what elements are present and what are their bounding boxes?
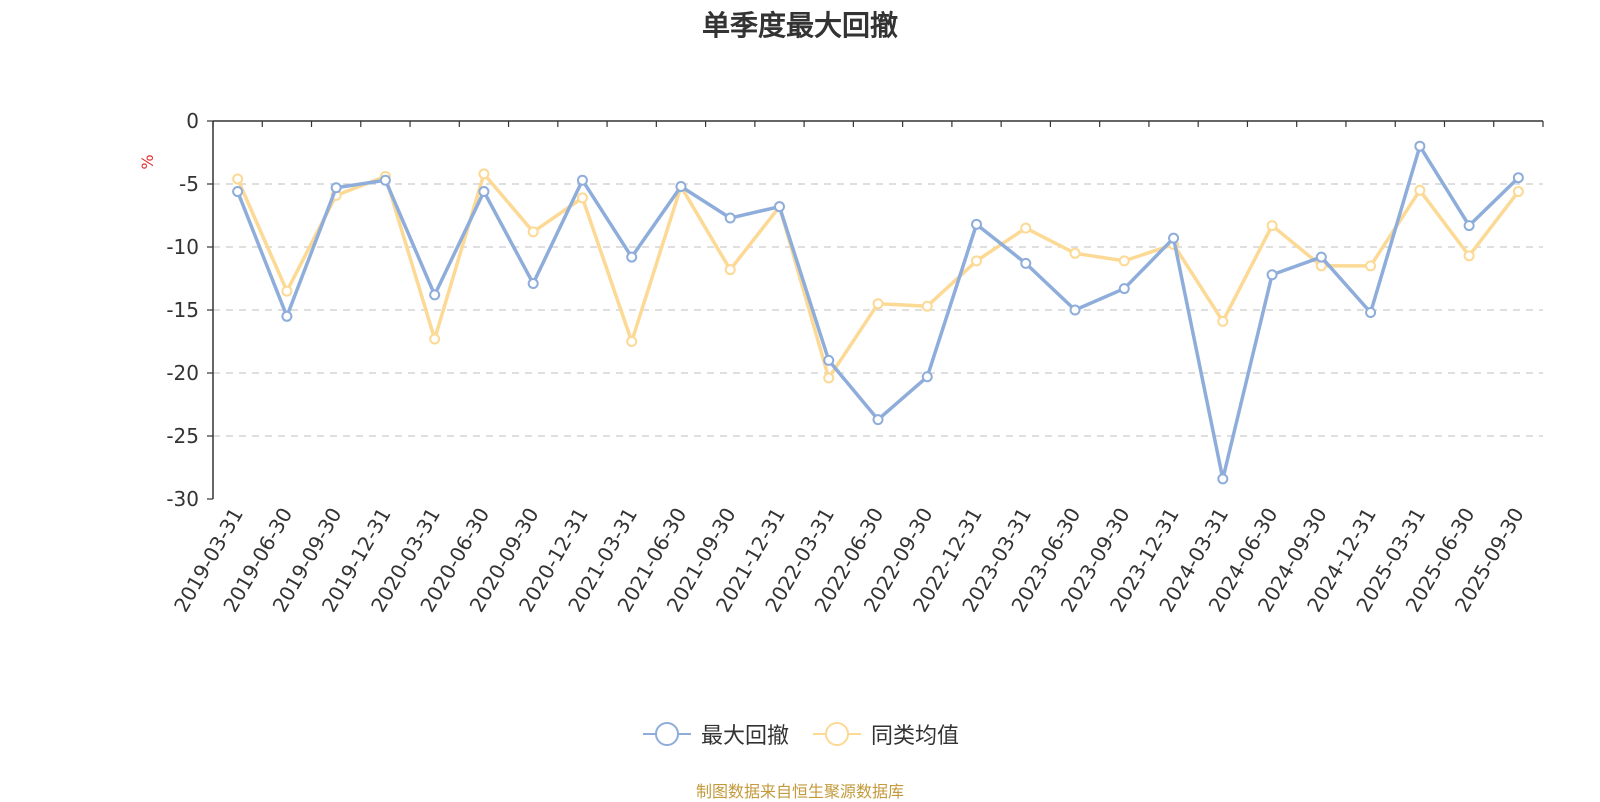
legend-label: 最大回撤 [700, 724, 789, 749]
line-chart: 0-5-10-15-20-25-302019-03-312019-06-3020… [138, 109, 1544, 616]
series-line-1 [236, 144, 1520, 481]
data-point [1365, 307, 1377, 319]
data-point [1512, 186, 1524, 198]
data-point [1217, 473, 1229, 485]
data-point [1463, 220, 1475, 232]
data-point [1414, 140, 1426, 152]
data-point [971, 255, 983, 267]
data-point [724, 264, 736, 276]
y-tick-label: -20 [166, 361, 199, 385]
y-tick-label: -15 [166, 298, 199, 322]
data-point [1118, 255, 1130, 267]
data-point [281, 285, 293, 297]
data-point [281, 310, 293, 322]
legend-marker-circle [825, 722, 849, 746]
data-point [773, 201, 785, 213]
axis-labels: 0-5-10-15-20-25-302019-03-312019-06-3020… [166, 109, 1528, 616]
data-point [1020, 222, 1032, 234]
data-point [971, 218, 983, 230]
legend-marker-icon [813, 722, 861, 746]
data-point [429, 289, 441, 301]
chart-title: 单季度最大回撤 [701, 9, 898, 42]
data-point [478, 168, 490, 180]
data-point [1414, 184, 1426, 196]
data-point [921, 371, 933, 383]
series-line-2 [236, 172, 1520, 380]
data-point [232, 186, 244, 198]
data-point [1512, 172, 1524, 184]
data-point [232, 173, 244, 185]
data-point [1315, 251, 1327, 263]
data-point [724, 212, 736, 224]
legend-item-1[interactable]: 最大回撤 [641, 718, 789, 750]
data-point [429, 333, 441, 345]
data-point [576, 174, 588, 186]
legend-marker-circle [654, 722, 679, 746]
data-point [330, 182, 342, 194]
axes [207, 120, 1544, 500]
data-point [1365, 260, 1377, 272]
data-point [1118, 283, 1130, 295]
data-point [576, 192, 588, 204]
data-point [626, 251, 638, 263]
data-point [379, 174, 391, 186]
data-point [921, 300, 933, 312]
y-tick-label: -25 [166, 424, 199, 448]
legend-item-2[interactable]: 同类均值 [811, 718, 959, 750]
legend-label: 同类均值 [871, 724, 960, 749]
data-point [1168, 232, 1180, 244]
y-tick-label: -10 [166, 235, 199, 259]
legend-marker-icon [642, 722, 691, 746]
legend: 最大回撤 同类均值 [0, 718, 1600, 750]
data-point [872, 414, 884, 426]
data-point [675, 181, 687, 193]
data-point [1020, 257, 1032, 269]
y-tick-label: -5 [179, 172, 199, 196]
y-tick-label: 0 [186, 109, 199, 133]
data-point [1266, 269, 1278, 281]
grid-lines [213, 183, 1543, 437]
data-point [478, 186, 490, 198]
y-axis-unit-label: % [138, 154, 157, 169]
data-point [823, 372, 835, 384]
data-point [527, 278, 539, 290]
data-point [1463, 250, 1475, 262]
data-point [626, 336, 638, 347]
data-point [823, 354, 835, 366]
data-point [527, 226, 539, 238]
source-note: 制图数据来自恒生聚源数据库 [695, 782, 904, 801]
series-lines [232, 140, 1524, 485]
data-point [1217, 315, 1229, 327]
data-point [872, 298, 884, 310]
y-tick-label: -30 [166, 487, 199, 511]
data-point [1266, 220, 1278, 232]
data-point [1069, 304, 1081, 316]
data-point [1069, 247, 1081, 259]
